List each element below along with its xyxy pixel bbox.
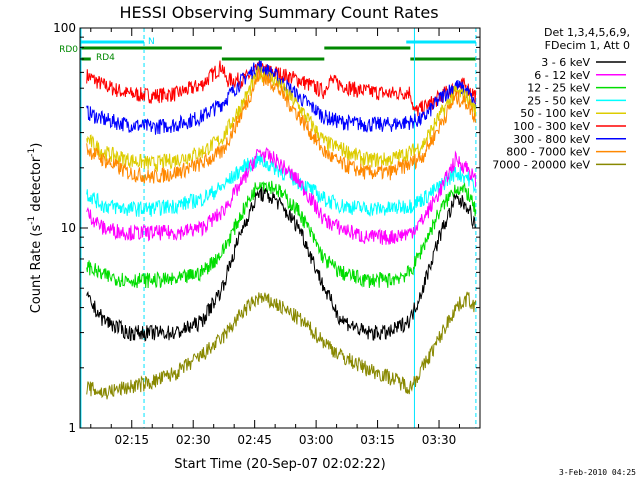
legend-label: 800 - 7000 keV (506, 146, 590, 159)
legend-label: 50 - 100 keV (520, 107, 590, 120)
x-tick-label: 03:30 (422, 433, 457, 447)
legend-header-2: FDecim 1, Att 0 (545, 39, 630, 52)
y-tick-label: 10 (61, 221, 76, 235)
y-axis: 1 10 100 (53, 21, 480, 435)
y-label-part-3: ) (29, 143, 44, 148)
x-axis: 02:15 02:30 02:45 03:00 03:15 03:30 (90, 28, 481, 447)
legend-label: 100 - 300 keV (513, 120, 590, 133)
series-line (86, 147, 477, 245)
y-tick-label: 1 (68, 421, 76, 435)
x-axis-label: Start Time (20-Sep-07 02:02:22) (174, 457, 385, 472)
series-line (86, 152, 477, 217)
legend: Det 1,3,4,5,6,9, FDecim 1, Att 0 3 - 6 k… (492, 26, 630, 171)
series-line (86, 180, 477, 289)
series-line (86, 64, 477, 173)
x-tick-label: 03:00 (299, 433, 334, 447)
y-label-sup-2: -1 (27, 148, 37, 157)
flag-label: N (148, 37, 155, 47)
legend-label: 25 - 50 keV (527, 94, 590, 107)
x-tick-label: 02:30 (176, 433, 211, 447)
y-tick-label: 100 (53, 21, 76, 35)
flag-label: RD4 (96, 53, 115, 63)
series-line (86, 186, 477, 342)
x-tick-label: 02:45 (237, 433, 272, 447)
y-label-part-1: Count Rate (s (29, 225, 44, 314)
x-tick-label: 03:15 (360, 433, 395, 447)
footer-timestamp: 3-Feb-2010 04:25 (559, 468, 636, 477)
series-layer (86, 60, 477, 400)
y-label-sup-1: -1 (27, 216, 37, 225)
flag-bars: N RD0 RD4 (59, 37, 476, 63)
legend-label: 12 - 25 keV (527, 82, 590, 95)
y-axis-label: Count Rate (s-1 detector-1) (27, 143, 44, 314)
series-line (86, 291, 477, 400)
legend-label: 3 - 6 keV (541, 56, 590, 69)
chart-title: HESSI Observing Summary Count Rates (119, 3, 438, 22)
series-line (86, 70, 477, 184)
legend-header-1: Det 1,3,4,5,6,9, (544, 26, 630, 39)
x-tick-label: 02:15 (114, 433, 149, 447)
y-label-part-2: detector (29, 156, 44, 216)
flag-label: RD0 (59, 45, 78, 55)
legend-label: 7000 - 20000 keV (492, 158, 590, 171)
legend-label: 300 - 800 keV (513, 133, 590, 146)
legend-label: 6 - 12 keV (534, 69, 590, 82)
